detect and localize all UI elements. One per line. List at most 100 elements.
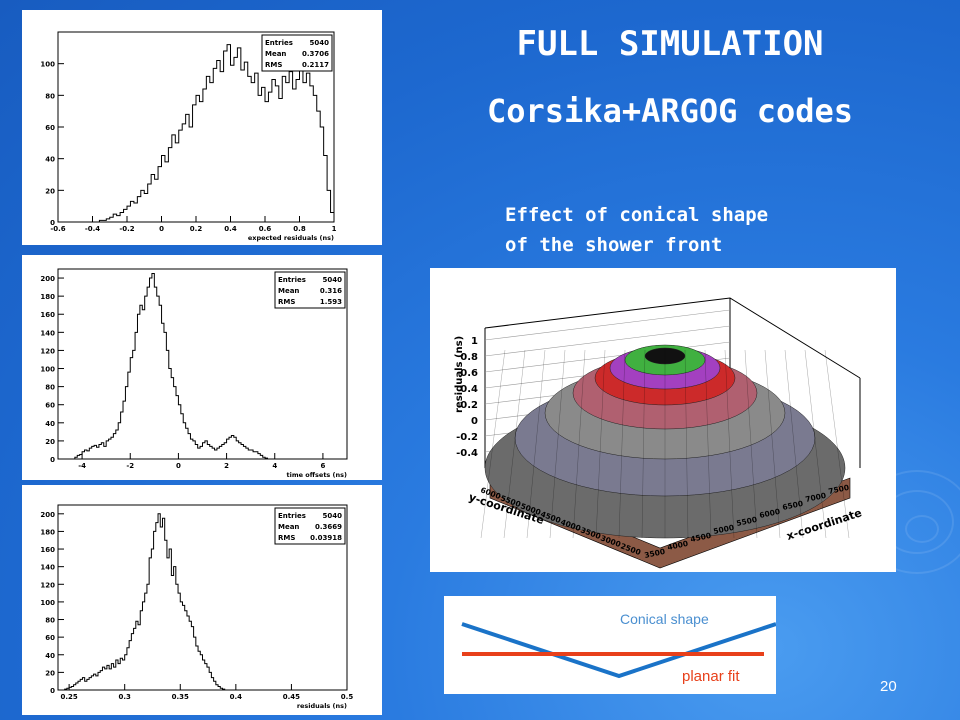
x-tick-label: 5000 xyxy=(713,523,735,536)
z-tick-label: 0.6 xyxy=(460,368,478,379)
stats-key: Entries xyxy=(265,39,293,47)
y-tick-label: 140 xyxy=(40,564,55,572)
y-tick-label: 20 xyxy=(45,669,55,677)
conical-shape-line xyxy=(461,622,776,679)
y-tick-label: 80 xyxy=(45,617,55,625)
x-tick-label: 0.8 xyxy=(293,225,306,233)
x-tick-label: 6000 xyxy=(759,507,781,520)
note-line-1: Effect of conical shape xyxy=(505,204,769,226)
stats-key: Mean xyxy=(278,523,299,531)
stats-value: 5040 xyxy=(323,276,343,284)
stats-box: Entries 5040 Mean 0.3706 RMS 0.2117 xyxy=(261,34,333,72)
x-tick-label: 6500 xyxy=(782,499,804,512)
x-tick-label: 0.45 xyxy=(283,693,300,701)
y-tick-label: 100 xyxy=(40,61,55,69)
z-tick-label: -0.4 xyxy=(456,448,478,459)
stats-value: 0.3669 xyxy=(315,523,342,531)
x-tick-label: 0.3 xyxy=(118,693,131,701)
stats-box-frame xyxy=(274,507,346,545)
surface-mesh-line xyxy=(641,349,646,539)
x-tick-label: 0.25 xyxy=(60,693,77,701)
stats-value: 0.316 xyxy=(320,287,342,295)
x-tick-label: 6 xyxy=(320,462,325,470)
stats-key: RMS xyxy=(265,61,282,69)
y-tick-label: 80 xyxy=(45,92,55,100)
x-tick-label: 0.2 xyxy=(190,225,203,233)
back-grid-line xyxy=(484,341,731,373)
x-axis-label: residuals (ns) xyxy=(297,702,347,710)
stats-key: Entries xyxy=(278,276,306,284)
surface-mesh-line xyxy=(572,349,586,539)
surface-mesh-line xyxy=(549,349,566,539)
x-tick-label: -0.2 xyxy=(119,225,134,233)
z-tick-label: 0.8 xyxy=(460,352,478,363)
stats-box-frame xyxy=(274,271,346,309)
plot-frame xyxy=(57,504,348,691)
stats-key: Mean xyxy=(278,287,299,295)
histogram-residuals: 0 20 40 60 80 100 120 140 160 180 200 0.25 0.3 0.35 0.… xyxy=(22,485,382,715)
x-tick-label: 7500 xyxy=(828,483,850,496)
y-tick-label: 120 xyxy=(40,347,55,355)
stats-box-frame xyxy=(261,34,333,72)
y-tick-label: 60 xyxy=(45,124,55,132)
x-tick-label: 4500 xyxy=(690,531,712,544)
y-tick-label: 40 xyxy=(45,420,55,428)
surface-mesh-line xyxy=(764,349,781,539)
z-tick-label: 0 xyxy=(471,416,478,427)
x-tick-label: 0.4 xyxy=(224,225,237,233)
histogram-time-offsets: 0 20 40 60 80 100 120 140 160 180 200 -4 -2 0 2 4 6 time … xyxy=(22,255,382,480)
x-tick-label: 0.6 xyxy=(259,225,272,233)
x-tick-label: -2 xyxy=(126,462,134,470)
back-grid-line xyxy=(484,309,731,341)
surface-mesh-line xyxy=(824,349,850,539)
y-tick-label: 60 xyxy=(45,402,55,410)
schematic-svg: Conical shape planar fit xyxy=(461,611,776,685)
x-tick-label: 0.35 xyxy=(172,693,189,701)
y-tick-label: 0 xyxy=(50,687,55,695)
z-tick-label: 1 xyxy=(471,336,478,347)
histogram-1-svg: 0 20 40 60 80 100 -0.6 -0.4 -0.2 0 0.2 0.4 0.6 0.8 1ex… xyxy=(40,31,337,242)
stats-value: 5040 xyxy=(323,512,343,520)
y-tick-label: 100 xyxy=(40,599,55,607)
stats-value: 0.2117 xyxy=(302,61,329,69)
surface-plot-svg: 1 0.8 0.6 0.4 0.2 0 -0.2 -0.4 residuals (ns) 3500… xyxy=(454,297,863,569)
histogram-bins xyxy=(70,273,345,460)
z-tick-label: 0.2 xyxy=(460,400,478,411)
x-tick-label: 4 xyxy=(272,462,277,470)
water-ripple-decoration xyxy=(905,515,939,543)
surface-mesh-line xyxy=(724,349,735,539)
histogram-bins xyxy=(58,513,341,691)
x-axis-label: expected residuals (ns) xyxy=(248,234,334,242)
x-tick-label: 0 xyxy=(159,225,164,233)
stats-box: Entries 5040 Mean 0.316 RMS 1.593 xyxy=(274,271,346,309)
x-tick-label: -0.6 xyxy=(50,225,65,233)
stats-key: Entries xyxy=(278,512,306,520)
stats-key: RMS xyxy=(278,298,295,306)
back-grid-line xyxy=(484,325,731,357)
planar-fit-label: planar fit xyxy=(682,668,740,685)
x-axis-label: time offsets (ns) xyxy=(287,471,347,479)
z-tick-label: -0.2 xyxy=(456,432,478,443)
x-tick-label: -4 xyxy=(78,462,86,470)
surface-mesh-line xyxy=(526,349,546,539)
x-tick-label: 2 xyxy=(224,462,229,470)
surface-layer xyxy=(644,347,686,365)
note-line-2: of the shower front xyxy=(505,234,723,256)
stats-value: 1.593 xyxy=(320,298,342,306)
y-tick-label: 180 xyxy=(40,528,55,536)
x-tick-label: 3500 xyxy=(644,547,666,560)
y-tick-label: 100 xyxy=(40,366,55,374)
surface-mesh-line xyxy=(704,349,712,539)
x-tick-label: 1 xyxy=(332,225,337,233)
surface-mesh-line xyxy=(744,349,758,539)
y-tick-label: 40 xyxy=(45,652,55,660)
y-tick-label: 60 xyxy=(45,634,55,642)
stats-key: RMS xyxy=(278,534,295,542)
surface-mesh-line xyxy=(804,349,827,539)
y-tick-label: 0 xyxy=(50,219,55,227)
y-tick-label: 160 xyxy=(40,311,55,319)
surface-mesh-line xyxy=(503,349,526,539)
surface-mesh-line xyxy=(618,349,626,539)
histogram-bins xyxy=(58,44,334,223)
stats-key: Mean xyxy=(265,50,286,58)
